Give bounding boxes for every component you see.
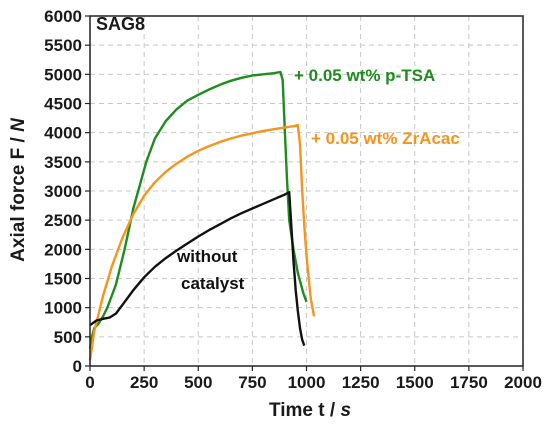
x-tick-label: 1500 [396,373,434,392]
x-axis-label: Time t / s [269,400,351,421]
y-tick-label: 500 [54,328,82,347]
y-tick-label: 2500 [44,211,82,230]
y-tick-label: 3500 [44,153,82,172]
y-tick-label: 4500 [44,95,82,114]
x-tick-label: 750 [238,373,266,392]
y-ticks: 0 500 1000 1500 2000 2500 3000 3500 4000 4500 5000… [44,7,90,376]
annotation-zracac: + 0.05 wt% ZrAcac [311,129,460,148]
annotation-catalyst: catalyst [181,274,245,293]
y-tick-label: 6000 [44,7,82,26]
x-tick-label: 1250 [342,373,380,392]
grid [90,16,523,366]
x-tick-label: 0 [85,373,94,392]
y-tick-label: 4000 [44,124,82,143]
y-tick-label: 1000 [44,299,82,318]
x-tick-label: 1000 [288,373,326,392]
y-tick-label: 2000 [44,240,82,259]
y-tick-label: 5000 [44,65,82,84]
series-line-p-tsa [88,70,308,349]
series-layer [88,70,316,361]
annotation-p-tsa: + 0.05 wt% p-TSA [294,66,435,85]
x-tick-label: 500 [184,373,212,392]
series-line-zracac [88,123,316,361]
y-tick-label: 0 [73,357,82,376]
y-axis-label: Axial force F / N [8,117,29,262]
x-ticks: 0 250 500 750 1000 1250 1500 1750 2000 [85,366,542,392]
x-tick-label: 250 [130,373,158,392]
annotation-without: without [176,247,238,266]
x-tick-label: 2000 [504,373,542,392]
y-tick-label: 5500 [44,36,82,55]
series-line-without-catalyst [89,191,306,347]
x-tick-label: 1750 [450,373,488,392]
panel-label: SAG8 [96,14,145,34]
y-tick-label: 3000 [44,182,82,201]
y-tick-label: 1500 [44,270,82,289]
